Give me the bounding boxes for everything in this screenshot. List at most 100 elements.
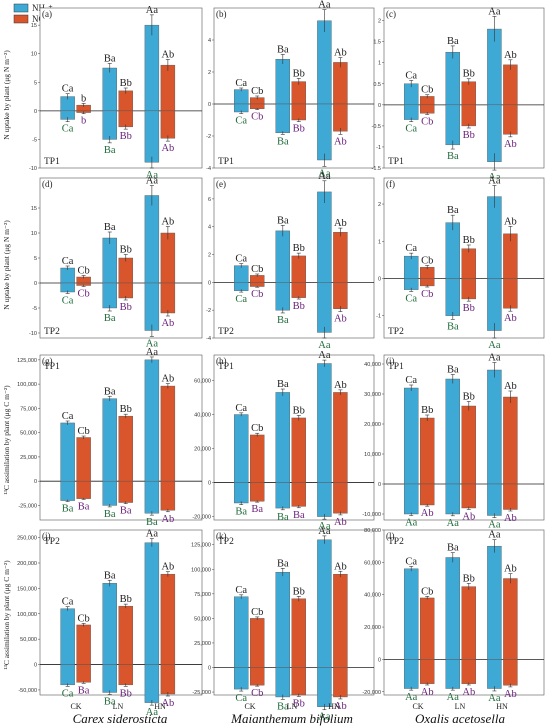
significance-label-top: Ab: [504, 216, 517, 227]
bar-negative: [503, 659, 518, 686]
x-tick-ln-2: LN: [287, 702, 298, 711]
significance-label-top: Ab: [334, 218, 347, 229]
bar-negative: [160, 282, 176, 314]
significance-label-top: Cb: [421, 85, 433, 96]
significance-label-bottom: Ab: [421, 687, 434, 698]
significance-label-bottom: Bb: [293, 301, 305, 312]
significance-label-top: Ca: [235, 78, 247, 89]
significance-label-top: b: [81, 93, 86, 104]
significance-label-top: Ba: [277, 558, 289, 569]
y-tick-label: 0: [34, 109, 37, 115]
significance-label-top: Ca: [62, 411, 74, 422]
bar-positive: [461, 405, 476, 485]
y-axis-label-row2: N uptake by plant (μg N m⁻²): [2, 220, 11, 310]
bar-negative: [275, 282, 290, 311]
time-point-label: TP2: [388, 537, 404, 547]
significance-label-top: Ca: [62, 84, 74, 95]
y-tick-label: 50,000: [194, 616, 211, 622]
bar-positive: [333, 232, 348, 283]
y-tick-label: 2: [378, 19, 381, 25]
significance-label-top: Ca: [235, 585, 247, 596]
panel-a: -10 -5 0 5 10 15 (a) TP1 Ca Ca Ba Ba Aa Aa b b Bb Bb Ab Ab: [29, 5, 203, 181]
y-tick-label: 0: [208, 666, 211, 672]
bar-positive: [160, 573, 176, 665]
y-tick-label: -2: [206, 134, 211, 140]
y-tick-label: -10,000: [362, 512, 381, 518]
y-tick-label: -5: [32, 306, 37, 312]
bar-positive: [102, 398, 117, 482]
significance-label-bottom: Ba: [277, 701, 289, 712]
significance-label-top: Aa: [318, 0, 331, 11]
bar-positive: [102, 237, 117, 284]
bar-negative: [60, 480, 75, 501]
bar-negative: [76, 480, 91, 499]
significance-label-bottom: Ba: [251, 504, 263, 515]
bar-negative: [249, 667, 265, 686]
significance-label-top: Ba: [447, 205, 459, 216]
bar-positive: [118, 605, 133, 665]
bar-positive: [487, 196, 502, 279]
bar-negative: [461, 483, 476, 509]
bar-negative: [118, 110, 133, 128]
significance-label-bottom: Ba: [104, 313, 116, 324]
y-tick-label: 100,000: [191, 567, 211, 573]
bar-negative: [420, 483, 435, 506]
bar-negative: [317, 103, 332, 161]
significance-label-bottom: Aa: [447, 518, 460, 529]
significance-label-top: Ba: [104, 53, 116, 64]
y-tick-label: 100,000: [17, 382, 37, 388]
bar-negative: [333, 103, 348, 132]
x-tick-ln-3: LN: [455, 702, 466, 711]
time-point-label: TP2: [388, 327, 404, 337]
y-tick-label: -25,000: [192, 690, 211, 696]
y-tick-label: 15: [31, 23, 37, 29]
y-tick-label: 2: [208, 70, 211, 76]
panel-l: -20,000 0 20,000 40,000 60,000 80,000 (l)TP2Ca…: [362, 528, 545, 704]
significance-label-bottom: Bb: [120, 688, 132, 699]
significance-label-bottom: Ab: [161, 143, 174, 154]
time-point-label: TP2: [44, 537, 60, 547]
significance-label-top: Ca: [405, 556, 417, 567]
bar-negative: [249, 482, 265, 502]
significance-label-bottom: b: [81, 116, 86, 127]
panel-h: -20,000 0 20,000 40,000 60,000 (h)TP1 Ca Ba Ba Ba…: [192, 350, 375, 532]
y-tick-label: 125,000: [17, 358, 37, 364]
significance-label-top: Bb: [463, 392, 475, 403]
bar-positive: [317, 539, 332, 668]
bar-positive: [76, 437, 91, 482]
significance-label-bottom: Aa: [488, 340, 501, 351]
bar-positive: [291, 81, 306, 105]
y-tick-label: 6: [208, 197, 211, 203]
y-tick-label: 40,000: [364, 593, 381, 599]
y-tick-label: 10: [31, 52, 37, 58]
x-tick-ln: LN: [113, 702, 124, 711]
significance-label-bottom: Aa: [318, 340, 331, 351]
significance-label-top: Ba: [104, 386, 116, 397]
significance-label-bottom: Ba: [62, 504, 74, 515]
time-point-label: TP1: [218, 362, 234, 372]
bar-positive: [461, 586, 476, 660]
bar-positive: [144, 542, 160, 665]
bar-positive: [118, 415, 133, 482]
significance-label-bottom: Ca: [235, 693, 247, 704]
significance-label-bottom: Ca: [62, 124, 74, 135]
bar-negative: [503, 483, 518, 510]
bar-negative: [275, 482, 290, 509]
bar-positive: [445, 557, 460, 660]
bar-positive: [275, 59, 290, 105]
y-tick-label: 0: [378, 657, 381, 663]
significance-label-top: Ca: [62, 597, 74, 608]
significance-label-top: Cb: [78, 613, 90, 624]
y-axis-label-row3: ¹³C assimilation by plant (μg C m⁻²): [2, 385, 11, 495]
significance-label-bottom: Ba: [78, 501, 90, 512]
bar-negative: [275, 667, 290, 698]
significance-label-top: Aa: [488, 6, 501, 17]
significance-label-bottom: Bb: [463, 303, 475, 314]
y-tick-label: 75,000: [20, 406, 37, 412]
significance-label-top: Aa: [146, 176, 159, 187]
panel-letter: (f): [386, 179, 395, 189]
significance-label-top: Ba: [447, 543, 459, 554]
bar-positive: [76, 624, 91, 665]
panel-letter: (e): [216, 179, 226, 189]
